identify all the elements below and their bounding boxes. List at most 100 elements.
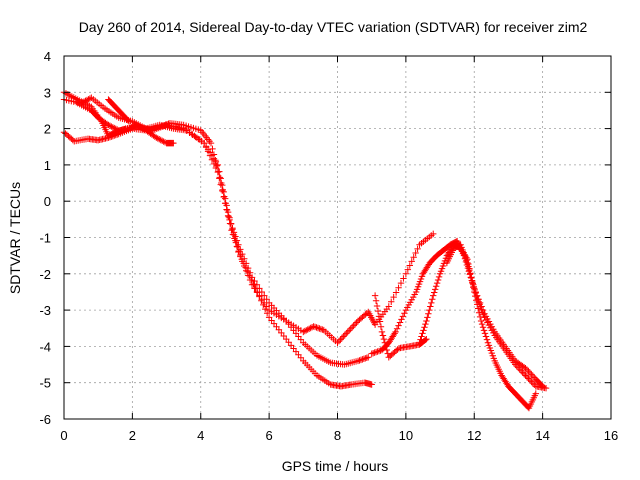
- data-point: [154, 135, 161, 142]
- data-point: [368, 381, 375, 388]
- data-point: [156, 136, 163, 143]
- x-tick-label: 12: [467, 428, 481, 443]
- data-point: [412, 249, 419, 257]
- data-point: [383, 346, 391, 354]
- series-track-i: [443, 241, 546, 390]
- data-point: [526, 376, 534, 384]
- data-point: [251, 285, 258, 292]
- data-point: [310, 323, 317, 330]
- data-point: [522, 364, 529, 372]
- data-point: [346, 327, 353, 334]
- data-point: [219, 187, 226, 195]
- data-point: [112, 125, 119, 133]
- data-point: [529, 372, 537, 380]
- data-point: [244, 272, 252, 279]
- data-point: [132, 121, 139, 129]
- data-point: [475, 309, 483, 316]
- data-point: [83, 96, 91, 104]
- data-point: [406, 262, 413, 269]
- data-point: [420, 327, 427, 334]
- data-point: [86, 95, 94, 102]
- data-point: [430, 292, 437, 299]
- data-point: [528, 371, 535, 378]
- data-point: [388, 298, 395, 306]
- data-point: [359, 356, 366, 363]
- data-point: [365, 354, 372, 361]
- data-point: [397, 279, 405, 287]
- data-point: [391, 330, 398, 337]
- data-point: [371, 292, 379, 299]
- series-track-d: [74, 99, 177, 147]
- data-point: [303, 327, 310, 334]
- y-tick-label: -6: [39, 412, 51, 427]
- data-point: [470, 281, 477, 288]
- data-point: [251, 277, 258, 285]
- series-track-h: [416, 241, 539, 412]
- data-point: [479, 324, 487, 331]
- data-point: [239, 258, 246, 265]
- data-point: [374, 348, 381, 355]
- data-point: [246, 276, 254, 284]
- y-tick-label: 0: [44, 194, 51, 209]
- data-point: [526, 369, 534, 377]
- data-point: [467, 270, 474, 277]
- data-point: [426, 306, 433, 314]
- data-point: [135, 123, 142, 130]
- data-point: [347, 325, 354, 332]
- data-point: [468, 274, 475, 281]
- data-point: [229, 226, 236, 233]
- data-point: [408, 258, 415, 265]
- data-point: [394, 346, 401, 353]
- data-point: [138, 124, 145, 132]
- data-point: [235, 248, 242, 256]
- data-point: [431, 286, 439, 293]
- data-point: [416, 339, 423, 346]
- data-point: [242, 267, 250, 274]
- grid-layer: [64, 56, 611, 419]
- data-point: [226, 214, 233, 221]
- data-point: [538, 382, 545, 389]
- data-point: [372, 297, 380, 304]
- x-tick-label: 14: [535, 428, 549, 443]
- data-point: [217, 175, 224, 182]
- data-point: [263, 303, 270, 310]
- data-point: [380, 335, 388, 343]
- x-tick-label: 2: [129, 428, 136, 443]
- data-point: [424, 314, 431, 321]
- data-point: [390, 293, 397, 301]
- y-axis-title: SDTVAR / TECUs: [7, 182, 23, 294]
- data-point: [473, 292, 481, 299]
- data-point: [417, 336, 424, 343]
- data-point: [376, 318, 384, 325]
- data-point: [105, 121, 112, 129]
- series-track-c: [60, 94, 437, 346]
- data-point: [319, 326, 326, 333]
- data-point: [311, 323, 319, 331]
- data-point: [305, 325, 313, 332]
- data-point: [160, 138, 167, 145]
- x-tick-label: 10: [399, 428, 413, 443]
- data-point: [241, 262, 248, 270]
- data-point: [479, 306, 487, 314]
- data-point: [261, 299, 268, 307]
- data-point: [253, 288, 261, 296]
- data-point: [395, 284, 402, 292]
- data-point: [375, 347, 383, 355]
- data-point: [224, 208, 232, 216]
- data-point: [478, 303, 485, 310]
- data-point: [418, 333, 425, 340]
- data-point: [214, 168, 222, 176]
- data-point: [338, 334, 346, 342]
- data-point: [237, 253, 244, 260]
- data-point: [82, 97, 89, 105]
- data-point: [125, 118, 133, 125]
- data-point: [528, 378, 535, 385]
- data-point: [209, 145, 216, 153]
- data-point: [369, 349, 377, 357]
- data-point: [419, 330, 426, 337]
- data-point: [111, 124, 118, 132]
- data-point: [219, 181, 226, 189]
- data-point: [466, 266, 473, 274]
- data-point: [401, 310, 408, 317]
- data-point: [214, 161, 222, 169]
